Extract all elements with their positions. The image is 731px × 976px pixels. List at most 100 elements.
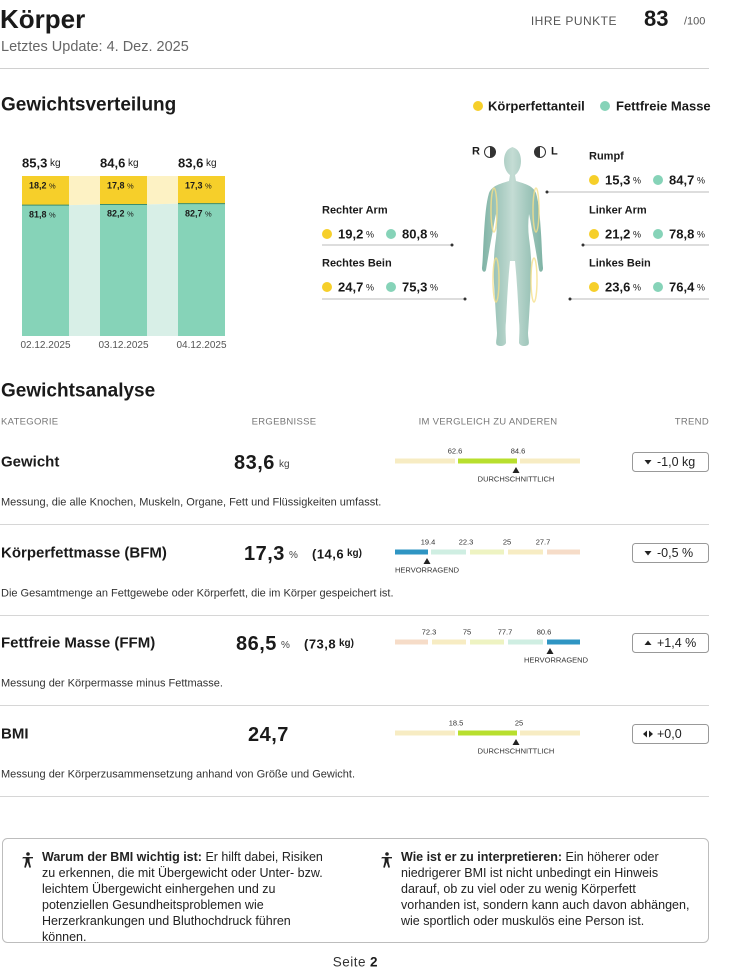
section-title: Gewichtsanalyse [1, 380, 156, 402]
segment-dot-lean [653, 282, 663, 292]
metric-unit: % [281, 640, 290, 651]
bar-weight: 85,3 [22, 155, 48, 171]
segment-name: Linkes Bein [589, 257, 651, 270]
scale-rating: HERVORRAGEND [395, 565, 460, 575]
segment-dot-fat [589, 175, 599, 185]
info-heading: Wie ist er zu interpretieren: [401, 850, 563, 864]
trend-box [632, 543, 709, 563]
segment-lean: 84,7 [669, 172, 695, 188]
scale-tick: 72.3 [421, 627, 437, 637]
scale-rating: DURCHSCHNITTLICH [477, 746, 555, 756]
bar-fat [178, 176, 225, 204]
scale-segment [395, 639, 428, 645]
connector-fat [69, 176, 100, 206]
segment-name: Linker Arm [589, 204, 647, 217]
scale-segment [520, 458, 580, 464]
person-icon [22, 857, 33, 868]
metric-description: Messung der Körpermasse minus Fettmasse. [1, 677, 223, 690]
segment-dot-lean [653, 175, 663, 185]
segment-fat: 15,3 [605, 172, 631, 188]
segment-name: Rechtes Bein [322, 257, 392, 270]
segment-dot-lean [386, 282, 396, 292]
trend-box [632, 633, 709, 653]
segment-unit: % [633, 175, 642, 186]
scale-segment [432, 639, 466, 645]
bar-weight-unit: kg [50, 158, 61, 169]
scale-tick: 62.6 [447, 446, 463, 456]
metric-name: Körperfettmasse (BFM) [1, 544, 167, 562]
scale-segment [431, 549, 466, 555]
bar-date: 04.12.2025 [176, 340, 227, 351]
scale-segment [547, 549, 580, 555]
scale-marker [512, 739, 520, 745]
legend-dot [600, 101, 610, 111]
trend-arrow [644, 640, 652, 645]
scale-tick: 27.7 [535, 537, 551, 547]
bar-fat-label: 17,8 [107, 180, 125, 191]
segment-dot-fat [589, 229, 599, 239]
side-label: L [551, 145, 558, 158]
metric-value: 17,3 [244, 543, 285, 565]
segment-pointer [450, 243, 454, 247]
metric-description: Messung, die alle Knochen, Muskeln, Orga… [1, 496, 382, 509]
connector-lean [69, 204, 100, 336]
segment-dot-fat [322, 229, 332, 239]
scale-marker [423, 558, 431, 564]
segment-pointer [568, 297, 572, 301]
legend-dot [473, 101, 483, 111]
connector-lean [147, 203, 178, 336]
segment-fat: 21,2 [605, 226, 631, 242]
info-text: Wie ist er zu interpretieren: Ein höhere… [401, 849, 697, 929]
scale-segment [470, 639, 504, 645]
segment-unit: % [697, 229, 706, 240]
bar-lean-unit: % [127, 209, 134, 219]
segment-unit: % [633, 282, 642, 293]
segment-dot-fat [589, 282, 599, 292]
scale-segment [395, 458, 455, 464]
trend-value: +0,0 [657, 726, 682, 741]
person-icon [381, 857, 392, 868]
segment-unit: % [366, 282, 375, 293]
info-body: Ein höherer oder niedrigerer BMI ist nic… [401, 850, 690, 928]
scale-segment [508, 549, 543, 555]
scale-tick: 19.4 [420, 537, 436, 547]
bar-lean [100, 204, 147, 336]
person-icon [385, 852, 389, 856]
side-icon-fill [490, 146, 496, 158]
page-title: Körper [0, 4, 86, 34]
bar-date: 03.12.2025 [98, 340, 149, 351]
scale-tick: 25 [514, 718, 524, 728]
metric-secondary-unit: kg) [347, 548, 362, 559]
bar-lean-label: 82,2 [107, 208, 125, 219]
scale-segment [470, 549, 504, 555]
metric-description: Die Gesamtmenge an Fettgewebe oder Körpe… [1, 587, 394, 600]
scale-marker [546, 648, 554, 654]
trend-arrow [644, 551, 652, 556]
segment-unit: % [697, 175, 706, 186]
segment-unit: % [697, 282, 706, 293]
column-header: TREND [674, 416, 709, 428]
side-icon-fill [534, 146, 540, 158]
bar-lean-unit: % [205, 208, 212, 218]
segment-name: Rechter Arm [322, 204, 388, 217]
trend-box [632, 452, 709, 472]
section-title: Gewichtsverteilung [1, 94, 177, 116]
bar-fat-label: 17,3 [185, 180, 203, 191]
scale-tick: 84.6 [510, 446, 526, 456]
metric-name: Fettfreie Masse (FFM) [1, 634, 156, 652]
score-max: /100 [684, 15, 706, 28]
scale-segment [395, 549, 428, 555]
info-body: Er hilft dabei, Risiken zu erkennen, die… [42, 850, 323, 944]
info-heading: Warum der BMI wichtig ist: [42, 850, 202, 864]
bar-lean [22, 205, 69, 336]
segment-fat: 23,6 [605, 279, 631, 295]
metric-name: BMI [1, 725, 29, 743]
scale-tick: 77.7 [497, 627, 513, 637]
body-glow [490, 187, 498, 233]
segment-pointer [545, 190, 549, 194]
scale-tick: 80.6 [536, 627, 552, 637]
segment-unit: % [633, 229, 642, 240]
body-glow [532, 187, 540, 233]
bar-weight-unit: kg [128, 158, 139, 169]
